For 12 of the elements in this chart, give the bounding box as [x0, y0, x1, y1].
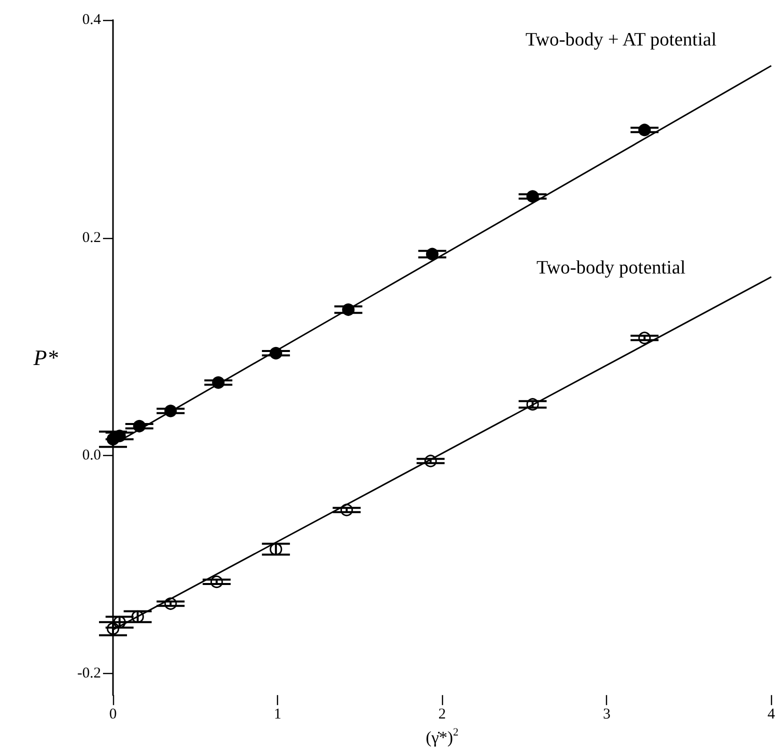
x-tick-label: 3 — [602, 706, 610, 723]
y-tick-label: 0.0 — [82, 448, 101, 464]
y-tick-label: -0.2 — [77, 665, 101, 682]
y-tick-label: 0.2 — [82, 230, 101, 246]
x-tick-label: 1 — [274, 706, 282, 723]
annotation: Two-body potential — [536, 258, 686, 278]
x-tick-label: 0 — [109, 706, 117, 723]
x-tick-label: 2 — [438, 706, 446, 723]
annotation: Two-body + AT potential — [525, 30, 717, 50]
y-axis-title: P* — [32, 345, 58, 370]
y-tick-label: 0.4 — [82, 12, 102, 28]
x-tick-label: 4 — [768, 706, 776, 723]
